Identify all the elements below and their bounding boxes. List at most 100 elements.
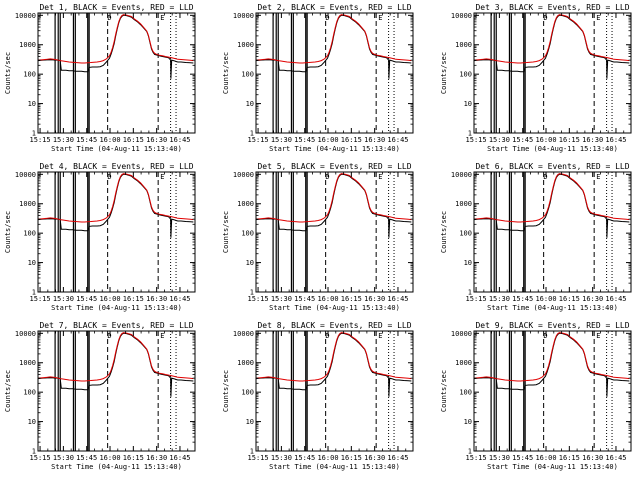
x-tick-label: 15:15 — [30, 295, 51, 303]
y-tick-label: 1 — [250, 448, 254, 456]
series-line-lld — [473, 332, 630, 382]
x-tick-label: 16:00 — [99, 454, 120, 462]
x-tick-label: 15:45 — [76, 295, 97, 303]
annotation-label: D — [325, 14, 329, 22]
x-tick-label: 15:45 — [512, 295, 533, 303]
plot-frame — [37, 12, 196, 134]
series-line-events — [37, 332, 194, 397]
x-tick-label: 16:45 — [605, 295, 626, 303]
panel-title: Det 1, BLACK = Events, RED = LLD — [39, 3, 193, 12]
annotation-label: E — [596, 173, 600, 181]
panel-title: Det 6, BLACK = Events, RED = LLD — [475, 162, 629, 171]
x-tick-label: 16:45 — [605, 136, 626, 144]
x-tick-label: 16:30 — [364, 136, 385, 144]
annotation-label: E — [378, 173, 382, 181]
x-tick-label: 16:00 — [99, 295, 120, 303]
x-tick-label: 15:30 — [489, 454, 510, 462]
series-line-lld — [473, 173, 630, 223]
x-tick-label: 16:15 — [341, 136, 362, 144]
y-axis-label: Counts/sec — [4, 52, 12, 94]
x-tick-label: 15:45 — [512, 454, 533, 462]
series-line-events — [473, 173, 630, 238]
annotation-label: E — [596, 332, 600, 340]
plot-frame — [37, 171, 196, 293]
x-tick-label: 16:30 — [364, 295, 385, 303]
x-tick-label: 15:30 — [489, 136, 510, 144]
annotation-label: D — [543, 173, 547, 181]
annotation-label: E — [596, 14, 600, 22]
series-line-events — [37, 14, 194, 79]
panel-det-7: Det 7, BLACK = Events, RED = LLD D E 1 10 100… — [4, 321, 196, 471]
plot-frame — [473, 171, 632, 293]
series-line-lld — [37, 14, 194, 64]
annotation-label: D — [325, 173, 329, 181]
y-tick-label: 10 — [28, 418, 36, 426]
y-tick-label: 10000 — [233, 171, 254, 179]
series-line-lld — [255, 332, 412, 382]
y-tick-label: 1 — [250, 289, 254, 297]
y-axis-label: Counts/sec — [440, 370, 448, 412]
plot-frame — [255, 330, 414, 452]
panel-det-9: Det 9, BLACK = Events, RED = LLD D E 1 10 100… — [440, 321, 632, 471]
x-axis-label: Start Time (04-Aug-11 15:13:40) — [51, 145, 182, 153]
panel-title: Det 7, BLACK = Events, RED = LLD — [39, 321, 193, 330]
x-tick-label: 15:30 — [53, 454, 74, 462]
y-tick-label: 1 — [468, 289, 472, 297]
x-tick-label: 16:00 — [535, 136, 556, 144]
annotation-label: E — [378, 332, 382, 340]
x-tick-label: 16:45 — [605, 454, 626, 462]
x-tick-label: 16:30 — [146, 136, 167, 144]
panel-det-2: Det 2, BLACK = Events, RED = LLD D E 1 10 100… — [222, 3, 414, 153]
x-tick-label: 16:00 — [535, 454, 556, 462]
y-tick-label: 1000 — [455, 200, 472, 208]
y-tick-label: 1 — [32, 289, 36, 297]
x-axis-label: Start Time (04-Aug-11 15:13:40) — [487, 463, 618, 471]
x-tick-label: 16:15 — [123, 295, 144, 303]
y-tick-label: 10 — [464, 259, 472, 267]
y-tick-label: 1000 — [237, 359, 254, 367]
y-tick-label: 1 — [32, 448, 36, 456]
y-tick-label: 10 — [246, 259, 254, 267]
y-tick-label: 1 — [250, 130, 254, 138]
x-tick-label: 16:15 — [341, 454, 362, 462]
panel-det-5: Det 5, BLACK = Events, RED = LLD D E 1 10 100… — [222, 162, 414, 312]
x-axis-label: Start Time (04-Aug-11 15:13:40) — [269, 145, 400, 153]
x-axis-label: Start Time (04-Aug-11 15:13:40) — [51, 463, 182, 471]
y-axis-label: Counts/sec — [222, 211, 230, 253]
series-line-lld — [255, 173, 412, 223]
series-line-lld — [473, 14, 630, 64]
y-axis-label: Counts/sec — [222, 52, 230, 94]
x-tick-label: 15:30 — [271, 295, 292, 303]
series-line-lld — [255, 14, 412, 64]
x-tick-label: 16:30 — [364, 454, 385, 462]
panel-title: Det 2, BLACK = Events, RED = LLD — [257, 3, 411, 12]
plot-frame — [473, 12, 632, 134]
x-tick-label: 16:45 — [169, 295, 190, 303]
x-tick-label: 16:15 — [559, 295, 580, 303]
x-tick-label: 15:15 — [466, 454, 487, 462]
series-line-events — [473, 332, 630, 397]
x-tick-label: 15:45 — [294, 454, 315, 462]
annotation-label: D — [543, 14, 547, 22]
x-tick-label: 15:15 — [466, 136, 487, 144]
y-axis-label: Counts/sec — [440, 211, 448, 253]
panel-title: Det 9, BLACK = Events, RED = LLD — [475, 321, 629, 330]
annotation-label: D — [543, 332, 547, 340]
x-tick-label: 16:15 — [559, 136, 580, 144]
series-line-events — [255, 14, 412, 79]
x-tick-label: 15:15 — [248, 454, 269, 462]
x-tick-label: 16:15 — [559, 454, 580, 462]
x-tick-label: 16:15 — [123, 136, 144, 144]
y-tick-label: 10000 — [451, 12, 472, 20]
annotation-label: E — [160, 332, 164, 340]
x-tick-label: 16:30 — [582, 295, 603, 303]
x-tick-label: 15:45 — [76, 454, 97, 462]
annotation-label: E — [378, 14, 382, 22]
y-tick-label: 1 — [468, 448, 472, 456]
y-tick-label: 10000 — [451, 330, 472, 338]
x-tick-label: 15:30 — [489, 295, 510, 303]
x-tick-label: 16:45 — [169, 136, 190, 144]
y-tick-label: 1000 — [455, 359, 472, 367]
annotation-label: D — [107, 332, 111, 340]
y-tick-label: 10000 — [233, 330, 254, 338]
